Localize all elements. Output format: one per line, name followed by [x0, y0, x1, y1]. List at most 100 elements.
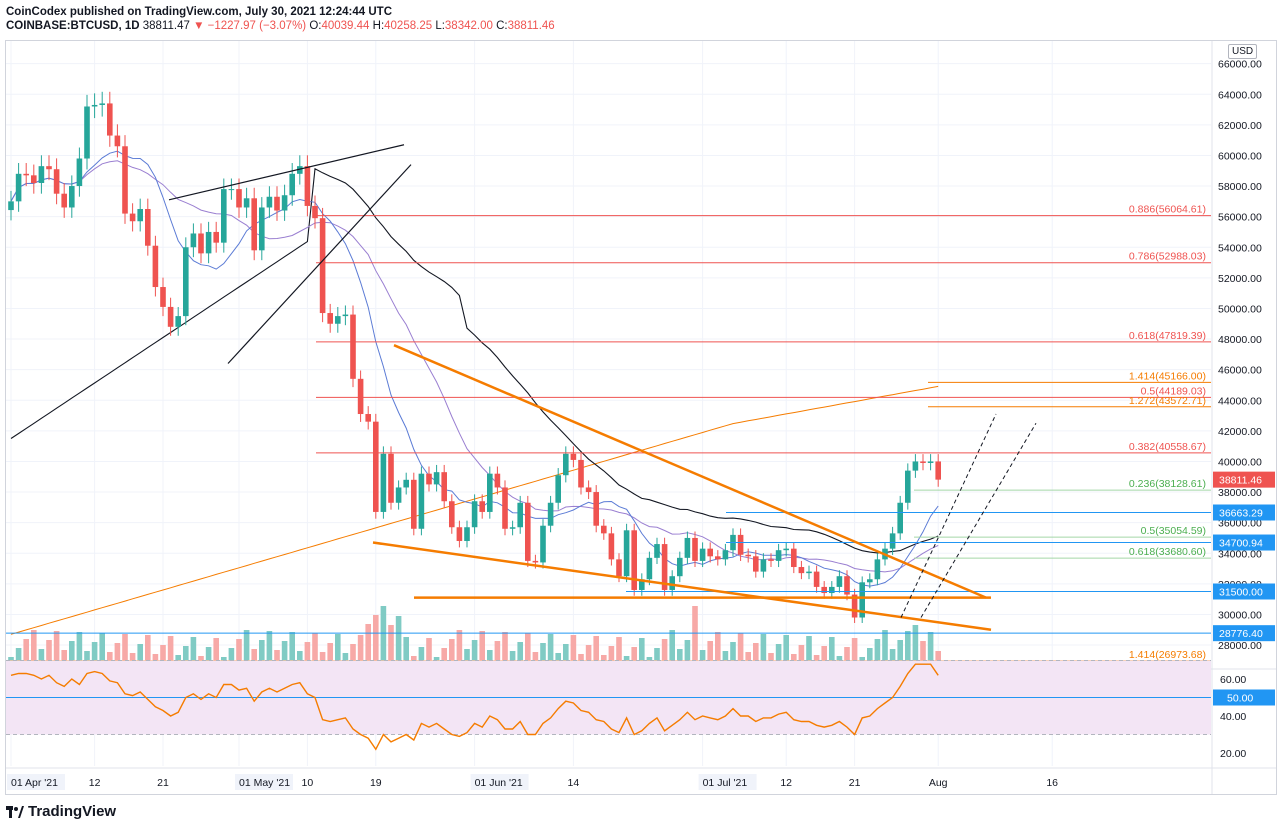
- ma50-line[interactable]: [10, 160, 939, 573]
- candle-body[interactable]: [631, 530, 637, 590]
- candle-body[interactable]: [122, 146, 128, 214]
- candle-body[interactable]: [266, 196, 273, 208]
- dashed-channel-lower[interactable]: [920, 422, 1037, 618]
- candle-body[interactable]: [350, 314, 356, 379]
- candle-body[interactable]: [411, 479, 417, 529]
- rsi-line[interactable]: [10, 663, 939, 751]
- candle-body[interactable]: [791, 548, 797, 568]
- candle-body[interactable]: [198, 233, 204, 254]
- currency-label[interactable]: USD: [1228, 44, 1258, 59]
- candle-body[interactable]: [251, 198, 257, 251]
- candle-body[interactable]: [889, 533, 896, 549]
- candle-body[interactable]: [380, 453, 387, 512]
- candle-body[interactable]: [388, 453, 394, 503]
- candle-body[interactable]: [585, 487, 592, 493]
- candles[interactable]: [8, 91, 941, 623]
- candle-body[interactable]: [532, 560, 539, 563]
- price-tag[interactable]: [1213, 625, 1275, 642]
- candle-body[interactable]: [661, 544, 668, 590]
- candle-body[interactable]: [821, 586, 827, 594]
- candle-body[interactable]: [783, 548, 789, 551]
- candle-body[interactable]: [99, 103, 105, 105]
- candle-body[interactable]: [494, 473, 501, 488]
- candle-body[interactable]: [304, 166, 311, 206]
- candle-body[interactable]: [707, 548, 713, 557]
- candle-body[interactable]: [555, 475, 561, 503]
- candle-body[interactable]: [601, 525, 607, 534]
- candle-body[interactable]: [912, 461, 919, 471]
- candle-body[interactable]: [213, 231, 219, 243]
- candle-body[interactable]: [190, 233, 197, 248]
- candle-body[interactable]: [114, 135, 121, 147]
- candle-body[interactable]: [563, 453, 569, 476]
- candle-body[interactable]: [312, 205, 318, 219]
- candle-body[interactable]: [927, 461, 934, 463]
- candle-body[interactable]: [289, 173, 295, 196]
- candle-body[interactable]: [175, 316, 181, 327]
- candle-body[interactable]: [464, 527, 470, 542]
- candle-body[interactable]: [243, 198, 250, 208]
- rising-channel-top[interactable]: [168, 144, 405, 201]
- candle-body[interactable]: [152, 245, 159, 288]
- symbol-label[interactable]: COINBASE:BTCUSD, 1D: [6, 20, 140, 32]
- candle-body[interactable]: [46, 166, 52, 170]
- candle-body[interactable]: [228, 189, 235, 191]
- candle-body[interactable]: [167, 306, 174, 327]
- candle-body[interactable]: [403, 479, 409, 488]
- candle-body[interactable]: [236, 189, 242, 208]
- candle-body[interactable]: [517, 502, 523, 528]
- candle-body[interactable]: [623, 530, 630, 577]
- candle-body[interactable]: [160, 287, 166, 307]
- candle-body[interactable]: [205, 231, 212, 254]
- wedge-lower-trendline[interactable]: [372, 541, 992, 631]
- candle-body[interactable]: [867, 579, 873, 583]
- candle-body[interactable]: [342, 314, 349, 317]
- candle-body[interactable]: [456, 527, 463, 542]
- fib-retracement[interactable]: 0.886(56064.61) 0.786(52988.03) 0.618(4781…: [6, 204, 1211, 662]
- candle-body[interactable]: [373, 421, 379, 512]
- candle-body[interactable]: [319, 218, 326, 314]
- candle-body[interactable]: [677, 557, 683, 577]
- candle-body[interactable]: [76, 158, 83, 187]
- candle-body[interactable]: [395, 487, 402, 503]
- price-chart[interactable]: 28000.0030000.0032000.0034000.0036000.00…: [6, 41, 1276, 794]
- candle-body[interactable]: [578, 459, 584, 488]
- candle-body[interactable]: [479, 501, 485, 512]
- candle-body[interactable]: [418, 473, 425, 529]
- candle-body[interactable]: [365, 414, 371, 422]
- time-axis[interactable]: 01 Apr '21 12 21 01 May '21 10 19 01 Jun '21 14…: [7, 774, 1058, 790]
- candle-body[interactable]: [806, 571, 812, 574]
- candle-body[interactable]: [137, 209, 143, 222]
- price-axis[interactable]: 28000.0030000.0032000.0034000.0036000.00…: [1218, 59, 1262, 652]
- chart-frame[interactable]: 28000.0030000.0032000.0034000.0036000.00…: [5, 40, 1277, 795]
- candle-body[interactable]: [829, 586, 835, 594]
- candle-body[interactable]: [654, 544, 660, 558]
- candle-body[interactable]: [357, 378, 364, 415]
- candle-body[interactable]: [145, 209, 151, 246]
- rising-channel-line[interactable]: [227, 164, 412, 364]
- candle-body[interactable]: [297, 166, 303, 174]
- candle-body[interactable]: [874, 559, 881, 580]
- candle-body[interactable]: [905, 470, 911, 503]
- candle-body[interactable]: [715, 556, 721, 560]
- candle-body[interactable]: [335, 316, 341, 324]
- candle-body[interactable]: [107, 103, 113, 136]
- candle-body[interactable]: [570, 453, 577, 460]
- dashed-channel-upper[interactable]: [900, 413, 997, 618]
- candle-body[interactable]: [38, 166, 45, 183]
- candle-body[interactable]: [509, 527, 516, 529]
- candle-body[interactable]: [259, 207, 265, 251]
- price-tag[interactable]: [1213, 534, 1275, 551]
- candle-body[interactable]: [813, 571, 820, 587]
- candle-body[interactable]: [699, 548, 706, 561]
- price-tag[interactable]: [1213, 504, 1275, 521]
- rsi-pane[interactable]: 20.00 40.00 60.00 50.00: [6, 660, 1275, 761]
- candle-body[interactable]: [920, 461, 926, 463]
- candle-body[interactable]: [760, 559, 767, 572]
- candle-body[interactable]: [616, 559, 622, 577]
- candle-body[interactable]: [753, 556, 759, 572]
- candle-body[interactable]: [836, 576, 843, 587]
- candle-body[interactable]: [722, 550, 729, 560]
- candle-body[interactable]: [69, 186, 75, 208]
- candle-body[interactable]: [897, 502, 903, 534]
